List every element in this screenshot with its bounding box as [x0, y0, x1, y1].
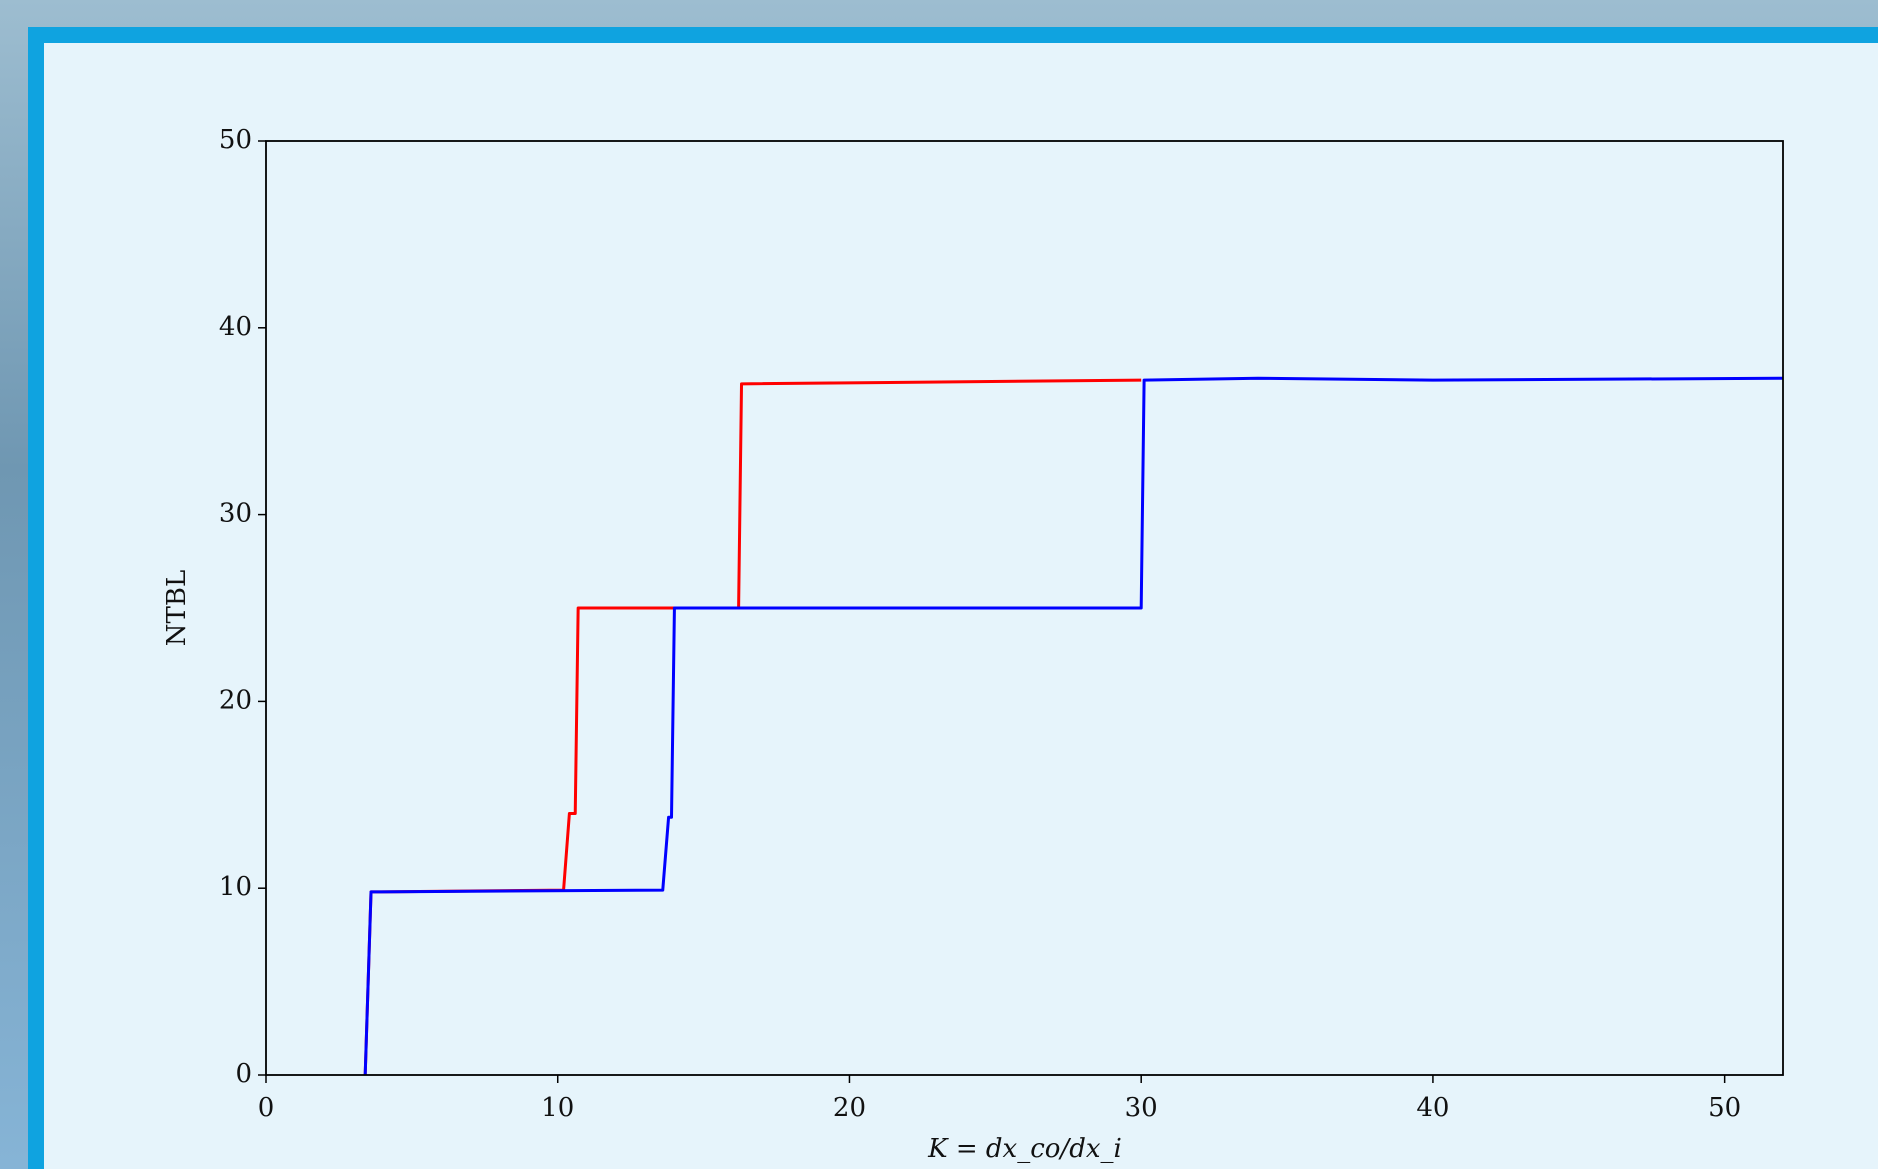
data-line [365, 380, 1141, 1075]
x-tick-label: 30 [1125, 1093, 1158, 1123]
y-axis-label: NTBL [162, 570, 192, 646]
y-tick-label: 10 [219, 872, 252, 902]
x-tick-label: 0 [258, 1093, 275, 1123]
x-tick-label: 50 [1708, 1093, 1741, 1123]
x-tick-label: 20 [833, 1093, 866, 1123]
y-tick-label: 30 [219, 499, 252, 529]
page: {"chart_data": {"type": "line", "xlabel"… [0, 0, 1878, 1169]
chart: K = dx_co/dx_i NTBL 0 10 20 30 40 50 0 10 20 30 40… [0, 0, 1878, 1169]
y-tick-label: 40 [219, 312, 252, 342]
x-tick-label: 40 [1416, 1093, 1449, 1123]
x-axis-label: K = dx_co/dx_i [927, 1134, 1122, 1164]
x-tick-label: 10 [541, 1093, 574, 1123]
y-tick-label: 20 [219, 685, 252, 715]
y-tick-label: 0 [235, 1059, 252, 1089]
y-tick-label: 50 [219, 125, 252, 155]
